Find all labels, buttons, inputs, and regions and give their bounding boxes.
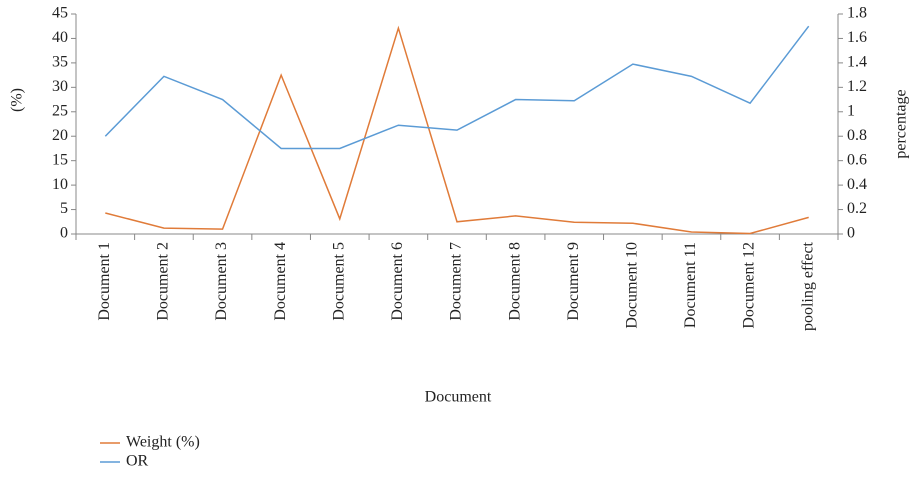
x-tick-label: pooling effect bbox=[799, 241, 816, 331]
series-line bbox=[105, 25, 809, 235]
y2-tick-label: 1 bbox=[847, 102, 855, 119]
x-tick-label: Document 1 bbox=[96, 242, 113, 321]
y2-tick-label: 0.4 bbox=[847, 176, 867, 193]
y-tick-label: 35 bbox=[52, 54, 68, 71]
y2-tick-label: 1.4 bbox=[847, 54, 867, 71]
y-axis-label: (%) bbox=[9, 88, 26, 112]
y-tick-label: 15 bbox=[52, 151, 68, 168]
x-tick-label: Document 7 bbox=[448, 242, 465, 321]
x-tick-label: Document 11 bbox=[682, 242, 699, 328]
y-tick-label: 0 bbox=[60, 225, 68, 242]
y-tick-label: 25 bbox=[52, 102, 68, 119]
y-tick-label: 45 bbox=[52, 5, 68, 22]
y2-tick-label: 0.2 bbox=[847, 200, 867, 217]
x-axis-label: Document bbox=[425, 389, 492, 406]
x-tick-label: Document 2 bbox=[155, 242, 172, 321]
legend-label: OR bbox=[126, 453, 149, 470]
y-tick-label: 10 bbox=[52, 176, 68, 193]
y2-axis-label: percentage bbox=[893, 89, 910, 158]
x-tick-label: Document 12 bbox=[741, 242, 758, 329]
y-tick-label: 5 bbox=[60, 200, 68, 217]
y2-tick-label: 1.2 bbox=[847, 78, 867, 95]
x-tick-label: Document 9 bbox=[565, 242, 582, 321]
x-tick-label: Document 3 bbox=[213, 242, 230, 321]
x-tick-label: Document 8 bbox=[506, 242, 523, 321]
y-tick-label: 20 bbox=[52, 127, 68, 144]
x-tick-label: Document 10 bbox=[624, 242, 641, 329]
series-line bbox=[104, 25, 810, 150]
y-tick-label: 40 bbox=[52, 29, 68, 46]
x-tick-label: Document 4 bbox=[272, 242, 289, 321]
y2-tick-label: 1.6 bbox=[847, 29, 867, 46]
y2-tick-label: 0 bbox=[847, 225, 855, 242]
y2-tick-label: 1.8 bbox=[847, 5, 867, 22]
x-tick-label: Document 5 bbox=[330, 242, 347, 321]
x-tick-label: Document 6 bbox=[389, 242, 406, 321]
y2-tick-label: 0.8 bbox=[847, 127, 867, 144]
y-tick-label: 30 bbox=[52, 78, 68, 95]
y2-tick-label: 0.6 bbox=[847, 151, 867, 168]
legend-label: Weight (%) bbox=[126, 434, 200, 451]
